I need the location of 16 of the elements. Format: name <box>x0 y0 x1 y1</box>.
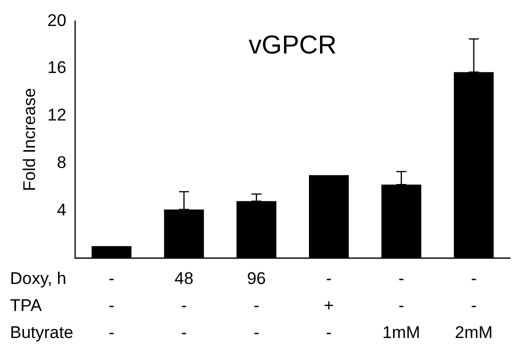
y-tick-label: 8 <box>56 152 66 172</box>
chart-title: vGPCR <box>248 29 337 60</box>
y-tick-label: 16 <box>47 58 66 78</box>
text: Butyrate <box>10 323 74 342</box>
y-tick-label: 20 <box>47 10 66 30</box>
x-tick-label: 96 - - <box>246 269 266 342</box>
text: TPA <box>10 296 42 316</box>
y-tick-label: 4 <box>56 200 66 220</box>
x-tick-label: - - - <box>108 269 114 342</box>
x-tick-label: - - 2mM <box>454 269 493 342</box>
y-tick-label: 12 <box>47 106 66 125</box>
y-axis-title: Fold Increase <box>20 88 39 192</box>
x-tick-label: - + - <box>324 269 334 342</box>
text: Doxy, h <box>10 269 66 288</box>
x-tick-label: 48 - - <box>174 269 194 342</box>
x-tick-label: - - 1mM <box>382 269 420 342</box>
